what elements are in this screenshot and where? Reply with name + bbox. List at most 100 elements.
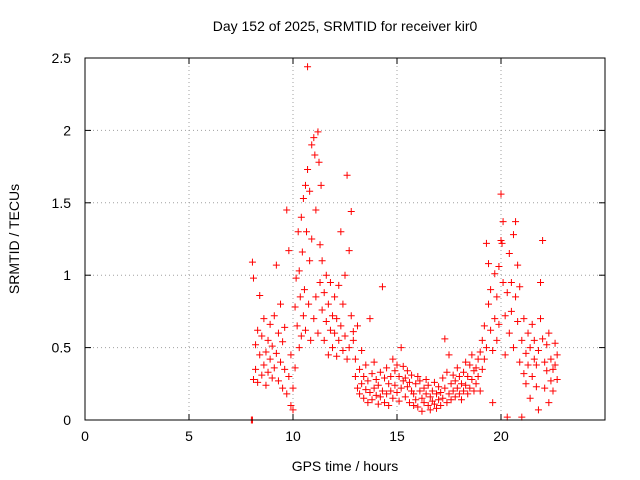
- data-point: [487, 326, 495, 334]
- data-point: [249, 274, 257, 282]
- data-point: [322, 271, 330, 279]
- data-point: [553, 375, 561, 383]
- data-point: [374, 381, 382, 389]
- data-point: [551, 361, 559, 369]
- data-point: [491, 270, 499, 278]
- data-point: [299, 312, 307, 320]
- y-axis-label: SRMTID / TECUs: [6, 184, 22, 294]
- data-point: [537, 315, 545, 323]
- data-point: [378, 283, 386, 291]
- data-point: [420, 399, 428, 407]
- data-point: [381, 374, 389, 382]
- data-point: [305, 300, 313, 308]
- data-point: [360, 373, 368, 381]
- data-point: [505, 329, 513, 337]
- data-point: [343, 355, 351, 363]
- data-point: [364, 399, 372, 407]
- data-point: [300, 286, 308, 294]
- data-point: [464, 390, 472, 398]
- data-point: [307, 336, 315, 344]
- data-point: [312, 206, 320, 214]
- data-point: [520, 315, 528, 323]
- data-point: [304, 165, 312, 173]
- data-point: [507, 307, 515, 315]
- data-point: [443, 368, 451, 376]
- data-point: [362, 361, 370, 369]
- data-point: [341, 271, 349, 279]
- data-point: [311, 151, 319, 159]
- data-point: [455, 373, 463, 381]
- data-point: [493, 336, 501, 344]
- data-point: [553, 351, 561, 359]
- data-point: [528, 373, 536, 381]
- data-point: [478, 336, 486, 344]
- data-point: [256, 351, 264, 359]
- data-point: [339, 300, 347, 308]
- data-point: [358, 346, 366, 354]
- data-point: [360, 394, 368, 402]
- data-point: [397, 344, 405, 352]
- data-point: [248, 258, 256, 266]
- data-point: [318, 257, 326, 265]
- data-point: [539, 335, 547, 343]
- data-point: [422, 390, 430, 398]
- data-point: [374, 400, 382, 408]
- data-point: [426, 406, 434, 414]
- data-point: [445, 351, 453, 359]
- data-point: [489, 399, 497, 407]
- data-point: [501, 351, 509, 359]
- data-point: [295, 267, 303, 275]
- data-point: [339, 346, 347, 354]
- data-point: [495, 320, 503, 328]
- data-point: [301, 181, 309, 189]
- data-point: [349, 328, 357, 336]
- data-point: [408, 371, 416, 379]
- data-point: [422, 375, 430, 383]
- data-point: [514, 318, 522, 326]
- data-point: [270, 364, 278, 372]
- y-tick-label: 2.5: [52, 50, 72, 66]
- data-point: [526, 344, 534, 352]
- data-point: [343, 171, 351, 179]
- data-point: [498, 239, 506, 247]
- data-point: [403, 367, 411, 375]
- data-point: [366, 315, 374, 323]
- data-point: [308, 235, 316, 243]
- data-point: [272, 261, 280, 269]
- data-point: [462, 381, 470, 389]
- data-point: [292, 274, 300, 282]
- data-point: [430, 400, 438, 408]
- data-point: [383, 390, 391, 398]
- data-point: [514, 261, 522, 269]
- data-point: [335, 281, 343, 289]
- data-point: [532, 361, 540, 369]
- data-point: [279, 384, 287, 392]
- data-point: [497, 236, 505, 244]
- data-point: [518, 413, 526, 421]
- data-point: [395, 397, 403, 405]
- data-point: [474, 355, 482, 363]
- data-point: [281, 365, 289, 373]
- data-point: [541, 384, 549, 392]
- data-point: [549, 365, 557, 373]
- data-point: [399, 362, 407, 370]
- data-point: [437, 388, 445, 396]
- data-point: [509, 344, 517, 352]
- data-point: [428, 387, 436, 395]
- data-point: [385, 402, 393, 410]
- data-point: [433, 390, 441, 398]
- data-point: [378, 387, 386, 395]
- data-point: [337, 322, 345, 330]
- data-point: [424, 402, 432, 410]
- data-point: [412, 380, 420, 388]
- data-point: [547, 377, 555, 385]
- data-point: [420, 384, 428, 392]
- data-point: [347, 207, 355, 215]
- data-point: [497, 190, 505, 198]
- data-point: [345, 344, 353, 352]
- data-point: [516, 358, 524, 366]
- data-point: [495, 263, 503, 271]
- data-point: [322, 318, 330, 326]
- data-point: [549, 387, 557, 395]
- data-point: [424, 381, 432, 389]
